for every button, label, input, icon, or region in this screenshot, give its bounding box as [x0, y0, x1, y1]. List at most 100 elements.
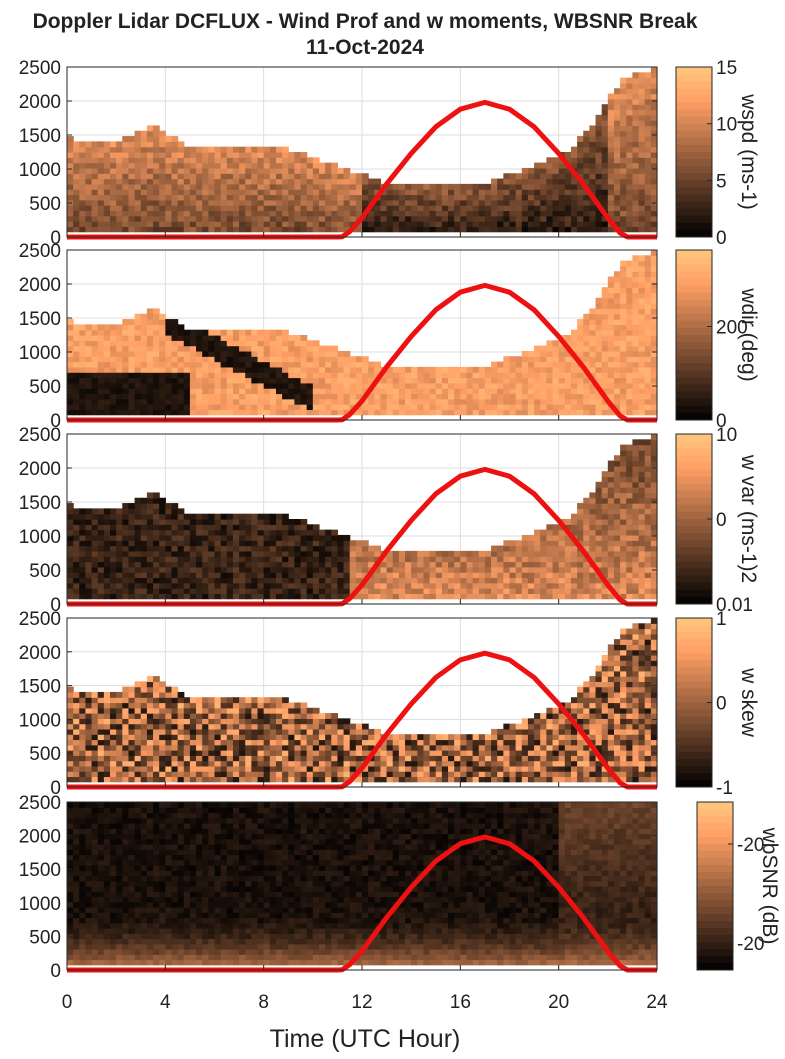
- heatmap-cell: [564, 194, 572, 201]
- heatmap-cell: [245, 409, 252, 416]
- heatmap-cell: [116, 146, 123, 153]
- heatmap-cell: [245, 335, 252, 341]
- heatmap-cell: [626, 173, 634, 180]
- heatmap-cell: [189, 404, 197, 410]
- heatmap-cell: [239, 409, 246, 416]
- heatmap-cell: [613, 561, 621, 568]
- heatmap-cell: [521, 572, 529, 579]
- heatmap-cell: [245, 205, 252, 212]
- heatmap-cell: [632, 377, 640, 384]
- heatmap-cell: [558, 566, 566, 573]
- y-tick-label: 2000: [19, 92, 61, 113]
- heatmap-cell: [589, 157, 597, 164]
- heatmap-cell: [128, 718, 136, 725]
- heatmap-cell: [644, 130, 652, 137]
- heatmap-cell: [331, 178, 339, 185]
- heatmap-cell: [570, 340, 578, 347]
- heatmap-cell: [306, 221, 314, 227]
- heatmap-cell: [638, 210, 646, 217]
- heatmap-cell: [644, 444, 652, 451]
- heatmap-cell: [85, 750, 93, 756]
- heatmap-cell: [146, 361, 154, 368]
- heatmap-cell: [312, 566, 320, 573]
- heatmap-cell: [552, 545, 560, 552]
- heatmap-cell: [263, 513, 271, 520]
- heatmap-cell: [196, 340, 203, 347]
- heatmap-cell: [644, 529, 652, 536]
- heatmap-cell: [601, 162, 609, 169]
- heatmap-cell: [534, 189, 541, 196]
- heatmap-cell: [288, 572, 295, 579]
- heatmap-cell: [110, 524, 117, 531]
- heatmap-cell: [110, 329, 117, 336]
- heatmap-cell: [318, 162, 326, 169]
- heatmap-cell: [564, 372, 572, 379]
- heatmap-cell: [153, 524, 160, 531]
- heatmap-cell: [466, 593, 474, 600]
- heatmap-cell: [318, 534, 326, 541]
- heatmap-cell: [540, 361, 547, 368]
- heatmap-cell: [380, 561, 388, 568]
- heatmap-cell: [232, 189, 240, 196]
- heatmap-cell: [478, 582, 486, 589]
- heatmap-cell: [85, 173, 93, 180]
- heatmap-cell: [564, 173, 572, 180]
- heatmap-cell: [546, 556, 554, 563]
- heatmap-cell: [534, 566, 541, 573]
- colorbar-swatch: [676, 483, 712, 492]
- heatmap-cell: [73, 582, 80, 589]
- heatmap-cell: [79, 561, 87, 568]
- heatmap-cell: [392, 393, 400, 400]
- heatmap-cell: [122, 529, 130, 536]
- heatmap-cell: [85, 713, 93, 719]
- heatmap-cell: [251, 577, 259, 584]
- heatmap-cell: [263, 226, 271, 233]
- heatmap-cell: [251, 157, 259, 164]
- heatmap-cell: [448, 215, 455, 222]
- heatmap-cell: [294, 194, 302, 201]
- heatmap-cell: [312, 205, 320, 212]
- heatmap-cell: [140, 681, 148, 688]
- heatmap-cell: [355, 593, 363, 600]
- heatmap-cell: [429, 398, 437, 405]
- heatmap-cell: [552, 393, 560, 400]
- heatmap-cell: [448, 572, 455, 579]
- heatmap-cell: [644, 210, 652, 217]
- heatmap-cell: [386, 210, 394, 217]
- heatmap-cell: [527, 189, 535, 196]
- heatmap-cell: [85, 755, 93, 762]
- heatmap-cell: [97, 593, 105, 600]
- heatmap-cell: [97, 582, 105, 589]
- heatmap-cell: [91, 697, 99, 704]
- heatmap-cell: [343, 409, 351, 416]
- heatmap-cell: [632, 503, 640, 509]
- heatmap-cell: [140, 194, 148, 201]
- heatmap-cell: [626, 566, 634, 573]
- heatmap-cell: [282, 534, 289, 541]
- heatmap-cell: [288, 382, 295, 389]
- heatmap-cell: [423, 566, 431, 573]
- heatmap-cell: [183, 183, 191, 190]
- heatmap-cell: [454, 199, 461, 206]
- heatmap-cell: [183, 409, 191, 416]
- heatmap-cell: [300, 398, 308, 405]
- heatmap-cell: [613, 534, 621, 541]
- heatmap-cell: [355, 409, 363, 416]
- heatmap-cell: [570, 345, 578, 352]
- heatmap-cell: [577, 409, 584, 416]
- heatmap-cell: [300, 409, 308, 416]
- heatmap-cell: [626, 350, 634, 357]
- heatmap-cell: [97, 215, 105, 222]
- heatmap-cell: [146, 183, 154, 190]
- heatmap-cell: [417, 561, 425, 568]
- heatmap-cell: [220, 183, 228, 190]
- heatmap-cell: [196, 205, 203, 212]
- heatmap-cell: [515, 398, 523, 405]
- heatmap-cell: [263, 194, 271, 201]
- heatmap-cell: [165, 361, 173, 368]
- heatmap-cell: [650, 340, 658, 347]
- heatmap-cell: [306, 377, 314, 384]
- heatmap-cell: [405, 572, 412, 579]
- heatmap-cell: [632, 398, 640, 405]
- heatmap-cell: [202, 377, 209, 384]
